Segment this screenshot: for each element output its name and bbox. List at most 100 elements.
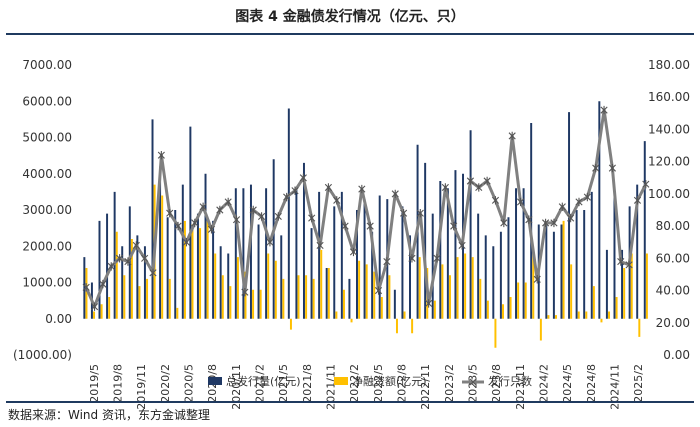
net-financing-bar xyxy=(562,220,565,319)
legend-count-label: 发行只数 xyxy=(488,374,532,388)
net-financing-bar xyxy=(115,231,118,319)
net-financing-bar xyxy=(395,318,398,334)
total-issuance-bar xyxy=(136,235,139,319)
issuance-count-marker xyxy=(633,196,642,205)
chart-title: 图表 4 金融债发行情况（亿元、只） xyxy=(235,9,465,25)
issuance-count-marker xyxy=(124,257,132,266)
issuance-count-marker xyxy=(99,279,107,289)
net-financing-bar xyxy=(183,220,186,319)
x-tick-label: 2021/5 xyxy=(277,364,290,403)
total-issuance-bar xyxy=(219,246,222,319)
x-tick-label: 2020/5 xyxy=(183,364,196,403)
total-issuance-bar xyxy=(409,235,411,319)
issuance-count-marker xyxy=(324,183,333,192)
total-issuance-bar xyxy=(212,220,215,319)
net-financing-bar xyxy=(199,228,202,319)
total-issuance-bar xyxy=(356,210,358,319)
x-tick-label: 2022/8 xyxy=(396,364,409,403)
legend-net-swatch xyxy=(334,377,348,385)
issuance-count-line xyxy=(84,108,648,309)
y-right-tick-label: 60.00 xyxy=(656,251,690,265)
net-financing-bar xyxy=(630,253,633,319)
net-financing-bar xyxy=(221,275,224,319)
issuance-count-marker xyxy=(166,209,174,218)
issuance-count-marker xyxy=(333,196,341,205)
issuance-count-marker xyxy=(399,209,408,218)
x-tick-label: 2019/5 xyxy=(88,364,101,403)
legend-total-label: 总发行量(亿元) xyxy=(226,374,301,388)
net-financing-bar xyxy=(411,318,414,334)
issuance-count-marker xyxy=(132,241,140,250)
total-issuance-bar xyxy=(340,191,343,319)
net-financing-bar xyxy=(479,278,482,319)
x-tick-label: 2024/5 xyxy=(561,364,574,403)
net-financing-bar xyxy=(358,260,361,319)
y-right-tick-label: 80.00 xyxy=(656,219,690,233)
x-tick-label: 2025/2 xyxy=(632,364,645,403)
net-financing-bar xyxy=(380,297,383,319)
issuance-count-marker xyxy=(374,286,383,295)
total-issuance-bar xyxy=(583,210,586,319)
issuance-count-marker xyxy=(174,221,182,231)
net-financing-bar xyxy=(388,275,391,319)
total-issuance-bar xyxy=(454,170,457,319)
net-financing-bar xyxy=(267,253,270,319)
total-issuance-bar xyxy=(302,162,305,319)
issuance-count-marker xyxy=(625,260,633,269)
issuance-count-marker xyxy=(291,186,299,195)
issuance-count-marker xyxy=(516,197,525,207)
total-issuance-bar xyxy=(166,217,169,319)
net-financing-bar xyxy=(123,275,126,319)
total-issuance-bar xyxy=(249,184,252,319)
total-issuance-bar xyxy=(181,184,184,319)
net-financing-bar xyxy=(327,268,330,319)
net-financing-bar xyxy=(494,318,497,348)
net-financing-bar xyxy=(532,249,535,319)
net-financing-bar xyxy=(342,289,345,319)
net-financing-bar xyxy=(570,264,573,319)
x-tick-label: 2021/8 xyxy=(301,364,314,403)
total-issuance-bar xyxy=(393,289,396,319)
net-financing-bar xyxy=(577,311,580,319)
total-issuance-bar xyxy=(545,224,548,319)
total-issuance-bar xyxy=(431,213,434,319)
x-tick-label: 2021/2 xyxy=(254,364,267,403)
net-financing-bar xyxy=(373,271,376,319)
issuance-count-marker xyxy=(308,213,316,223)
net-financing-bar xyxy=(517,282,520,319)
total-issuance-bar xyxy=(310,228,313,319)
issuance-count-marker xyxy=(458,241,466,250)
x-tick-label: 2022/2 xyxy=(348,364,361,403)
net-financing-bar xyxy=(289,318,292,330)
net-financing-bar xyxy=(486,300,489,319)
net-financing-bar xyxy=(464,253,467,319)
net-financing-bar xyxy=(191,224,194,319)
net-financing-bar xyxy=(229,286,232,319)
net-financing-bar xyxy=(312,278,315,319)
net-financing-bar xyxy=(176,307,179,319)
y-right-tick-label: 40.00 xyxy=(656,284,690,298)
total-issuance-bar xyxy=(590,191,593,319)
issuance-count-marker xyxy=(90,302,99,311)
y-right-tick-label: 120.00 xyxy=(648,155,690,169)
issuance-count-marker xyxy=(450,221,458,231)
total-issuance-bar xyxy=(363,199,366,319)
total-issuance-bar xyxy=(159,166,162,319)
total-issuance-bar xyxy=(424,162,427,319)
total-issuance-bar xyxy=(121,246,124,319)
data-source-note: 数据来源：Wind 资讯，东方金诚整理 xyxy=(8,408,210,422)
net-financing-bar xyxy=(502,304,504,319)
net-financing-bar xyxy=(645,253,648,319)
net-financing-bar xyxy=(623,268,626,319)
issuance-count-marker xyxy=(425,299,433,308)
bottom-rule xyxy=(6,401,694,403)
net-financing-bar xyxy=(146,278,149,319)
total-issuance-bar xyxy=(507,217,510,319)
issuance-count-marker xyxy=(82,283,90,292)
total-issuance-bar xyxy=(325,268,328,319)
legend-count-marker xyxy=(469,378,477,386)
net-financing-bar xyxy=(274,260,277,319)
net-financing-bar xyxy=(93,311,96,319)
issuance-count-marker xyxy=(241,287,249,297)
